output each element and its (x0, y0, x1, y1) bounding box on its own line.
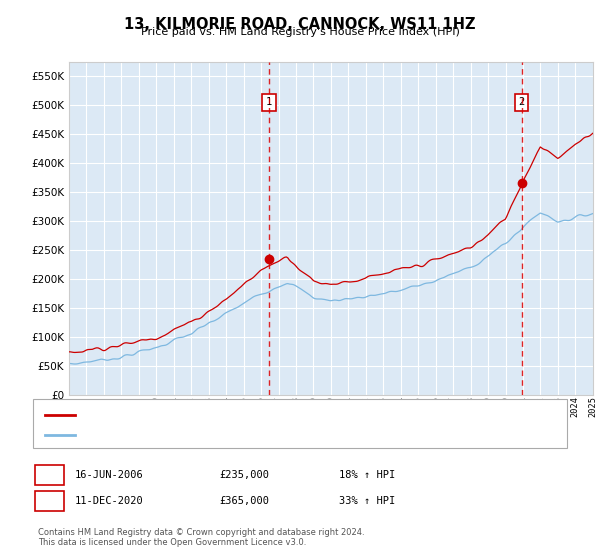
Text: 13, KILMORIE ROAD, CANNOCK, WS11 1HZ (detached house): 13, KILMORIE ROAD, CANNOCK, WS11 1HZ (de… (81, 410, 386, 420)
Text: 11-DEC-2020: 11-DEC-2020 (75, 496, 144, 506)
Text: 16-JUN-2006: 16-JUN-2006 (75, 470, 144, 480)
Text: 2: 2 (518, 97, 524, 107)
Text: £235,000: £235,000 (219, 470, 269, 480)
Text: 1: 1 (266, 97, 272, 107)
Text: 33% ↑ HPI: 33% ↑ HPI (339, 496, 395, 506)
Text: 13, KILMORIE ROAD, CANNOCK, WS11 1HZ: 13, KILMORIE ROAD, CANNOCK, WS11 1HZ (124, 17, 476, 32)
Text: HPI: Average price, detached house, Cannock Chase: HPI: Average price, detached house, Cann… (81, 430, 342, 440)
Text: Price paid vs. HM Land Registry's House Price Index (HPI): Price paid vs. HM Land Registry's House … (140, 27, 460, 38)
Text: 18% ↑ HPI: 18% ↑ HPI (339, 470, 395, 480)
Text: 1: 1 (46, 470, 52, 480)
Text: £365,000: £365,000 (219, 496, 269, 506)
Text: Contains HM Land Registry data © Crown copyright and database right 2024.
This d: Contains HM Land Registry data © Crown c… (38, 528, 364, 547)
Text: 2: 2 (46, 496, 52, 506)
